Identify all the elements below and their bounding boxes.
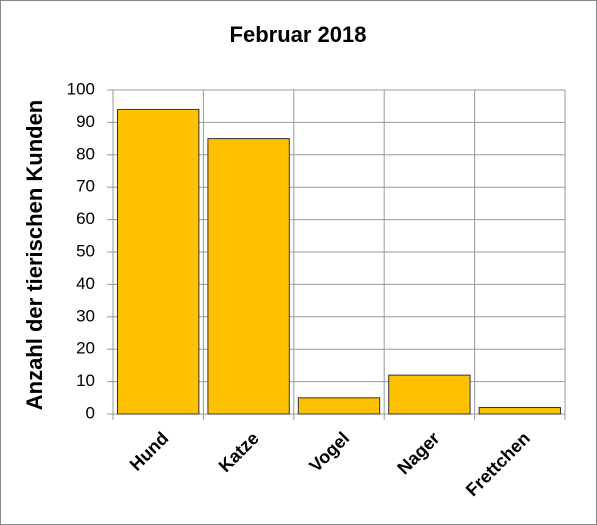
y-tick-label: 100 <box>67 79 95 98</box>
bar <box>478 407 561 415</box>
bar <box>388 374 471 415</box>
bar <box>117 108 200 415</box>
bar <box>207 138 290 415</box>
y-tick-label: 90 <box>76 112 95 131</box>
bar <box>297 397 381 415</box>
y-tick-label: 80 <box>76 144 95 163</box>
chart-title: Februar 2018 <box>230 22 367 47</box>
y-tick-label: 70 <box>76 177 95 196</box>
y-tick-label: 50 <box>76 241 95 260</box>
y-tick-label: 20 <box>76 339 95 358</box>
y-tick-label: 60 <box>76 209 95 228</box>
y-tick-label: 40 <box>76 274 95 293</box>
y-axis-label: Anzahl der tierischen Kunden <box>22 100 47 411</box>
y-tick-label: 0 <box>86 403 95 422</box>
y-tick-label: 10 <box>76 371 95 390</box>
y-tick-label: 30 <box>76 306 95 325</box>
